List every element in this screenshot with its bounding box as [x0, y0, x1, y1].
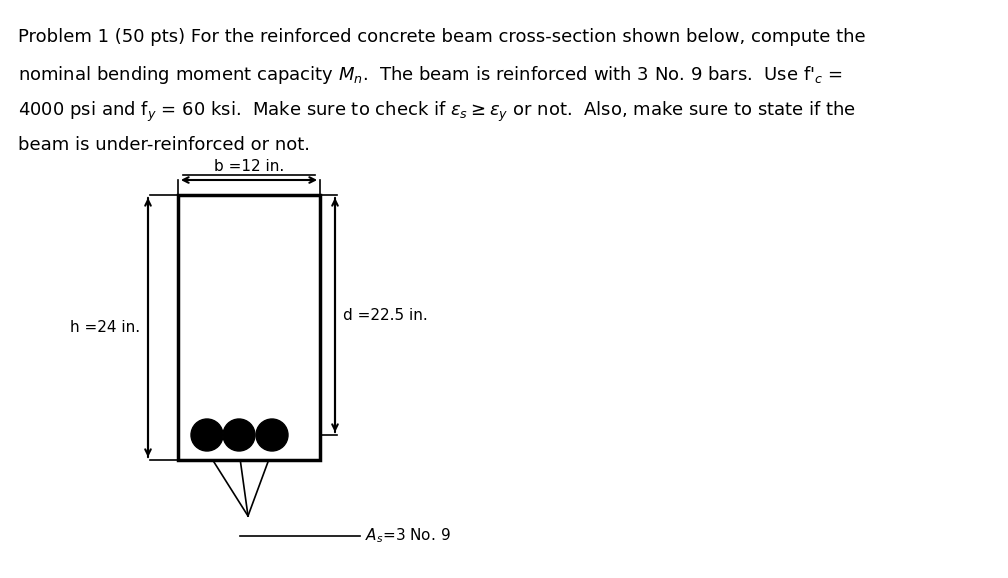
Text: Problem 1 (50 pts) For the reinforced concrete beam cross-section shown below, c: Problem 1 (50 pts) For the reinforced co… — [18, 28, 866, 46]
Bar — [178, 195, 320, 460]
Circle shape — [191, 419, 223, 451]
Circle shape — [256, 419, 288, 451]
Text: h =24 in.: h =24 in. — [70, 320, 140, 335]
Circle shape — [223, 419, 255, 451]
Text: 4000 psi and f$_y$ = 60 ksi.  Make sure to check if $\varepsilon_s \geq \varepsi: 4000 psi and f$_y$ = 60 ksi. Make sure t… — [18, 100, 856, 124]
Text: d =22.5 in.: d =22.5 in. — [343, 307, 427, 323]
Text: $A_s$=3 No. 9: $A_s$=3 No. 9 — [365, 527, 451, 546]
Text: b =12 in.: b =12 in. — [214, 159, 284, 174]
Text: nominal bending moment capacity $M_n$.  The beam is reinforced with 3 No. 9 bars: nominal bending moment capacity $M_n$. T… — [18, 64, 843, 86]
Text: beam is under-reinforced or not.: beam is under-reinforced or not. — [18, 136, 310, 154]
